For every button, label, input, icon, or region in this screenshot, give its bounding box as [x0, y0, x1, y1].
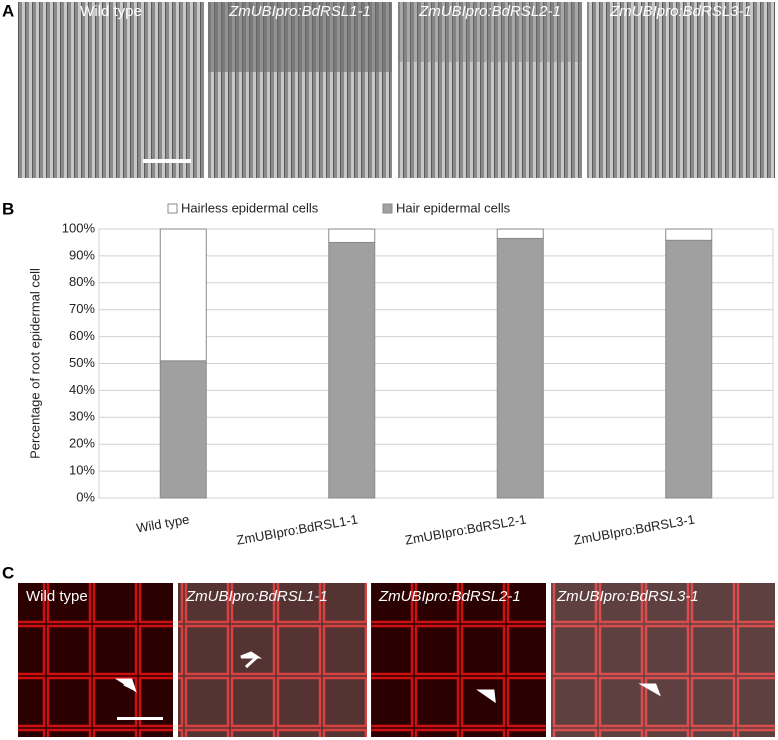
hair-mass [398, 2, 582, 62]
panel-label: A [2, 1, 14, 20]
y-tick-label: 70% [69, 301, 95, 316]
x-tick-label: ZmUBIpro:BdRSL2-1 [404, 512, 528, 548]
image-label: ZmUBIpro:BdRSL2-1 [418, 3, 561, 20]
bar-segment [328, 241, 376, 499]
arrow [114, 678, 137, 693]
y-tick-label: 20% [69, 436, 95, 451]
y-tick-label: 60% [69, 328, 95, 343]
panel-label: C [2, 563, 14, 582]
y-axis-label: Percentage of root epidermal cell [27, 268, 42, 459]
scale-bar [117, 717, 163, 720]
y-tick-label: 30% [69, 409, 95, 424]
y-tick-label: 100% [62, 220, 96, 235]
confocal-image [371, 583, 546, 737]
x-tick-label: ZmUBIpro:BdRSL3-1 [572, 512, 696, 548]
confocal-image [18, 583, 173, 737]
confocal-images [18, 583, 775, 737]
arrow [638, 683, 661, 697]
legend-swatch [167, 203, 178, 214]
bar-segment [159, 228, 207, 362]
image-label: Wild type [80, 3, 142, 20]
image-label: ZmUBIpro:BdRSL1-1 [228, 3, 371, 20]
y-tick-label: 10% [69, 463, 95, 478]
image-label: ZmUBIpro:BdRSL3-1 [556, 588, 699, 605]
sem-images [18, 2, 775, 178]
image-label: ZmUBIpro:BdRSL3-1 [609, 3, 752, 20]
bar-segment [496, 228, 544, 239]
y-tick-label: 0% [76, 489, 95, 504]
panel-label: B [2, 199, 14, 218]
scale-bar [143, 159, 191, 163]
legend-label: Hair epidermal cells [396, 200, 511, 215]
bar-segment [496, 237, 544, 499]
y-tick-label: 40% [69, 382, 95, 397]
arrow [476, 689, 496, 704]
y-tick-label: 80% [69, 274, 95, 289]
sem-image [398, 2, 582, 178]
legend-label: Hairless epidermal cells [181, 200, 319, 215]
image-label: Wild type [26, 588, 88, 605]
y-tick-label: 50% [69, 355, 95, 370]
x-tick-label: ZmUBIpro:BdRSL1-1 [235, 512, 359, 548]
sem-image [587, 2, 775, 178]
image-label: ZmUBIpro:BdRSL2-1 [378, 588, 521, 605]
confocal-image [178, 583, 367, 737]
bar-segment [328, 228, 376, 243]
x-tick-label: Wild type [135, 512, 190, 536]
legend-swatch [382, 203, 393, 214]
sem-image [18, 2, 204, 178]
confocal-image [551, 583, 775, 737]
image-label: ZmUBIpro:BdRSL1-1 [185, 588, 328, 605]
chart: 0% 10% 20% 30% 40% 50% 60% 70% 80% 90% 100% Percent… [27, 200, 774, 548]
y-tick-label: 90% [69, 247, 95, 262]
bar-segment [665, 239, 713, 499]
hair-mass [208, 2, 392, 72]
bar-segment [665, 228, 713, 241]
bar-segment [159, 360, 207, 499]
arrow [240, 651, 262, 669]
